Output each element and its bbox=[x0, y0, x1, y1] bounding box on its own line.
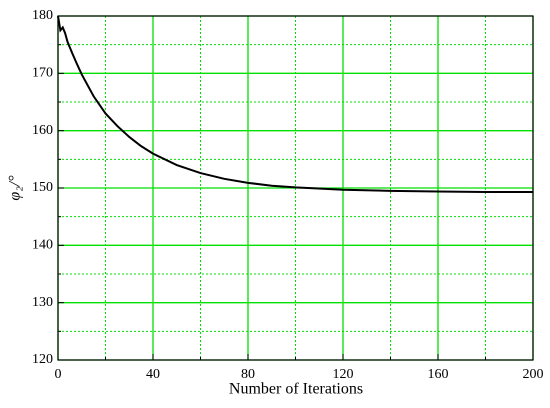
data-line bbox=[57, 15, 533, 194]
plot-frame bbox=[57, 15, 534, 361]
y-axis-label: φ₂/° bbox=[7, 175, 24, 201]
y-tick-label: 130 bbox=[32, 295, 53, 310]
x-tick-label: 40 bbox=[146, 367, 160, 382]
x-axis-label: Number of Iterations bbox=[229, 381, 363, 398]
x-tick-label: 160 bbox=[428, 367, 449, 382]
x-tick-label: 0 bbox=[55, 367, 62, 382]
x-tick-label: 200 bbox=[523, 367, 544, 382]
y-tick-label: 160 bbox=[32, 123, 53, 138]
y-tick-label: 120 bbox=[32, 352, 53, 367]
y-tick-label: 180 bbox=[32, 8, 53, 23]
x-tick-label: 80 bbox=[241, 367, 255, 382]
y-tick-label: 170 bbox=[32, 66, 53, 81]
y-tick-label: 150 bbox=[32, 180, 53, 195]
y-tick-label: 140 bbox=[32, 238, 53, 253]
x-tick-label: 120 bbox=[333, 367, 354, 382]
